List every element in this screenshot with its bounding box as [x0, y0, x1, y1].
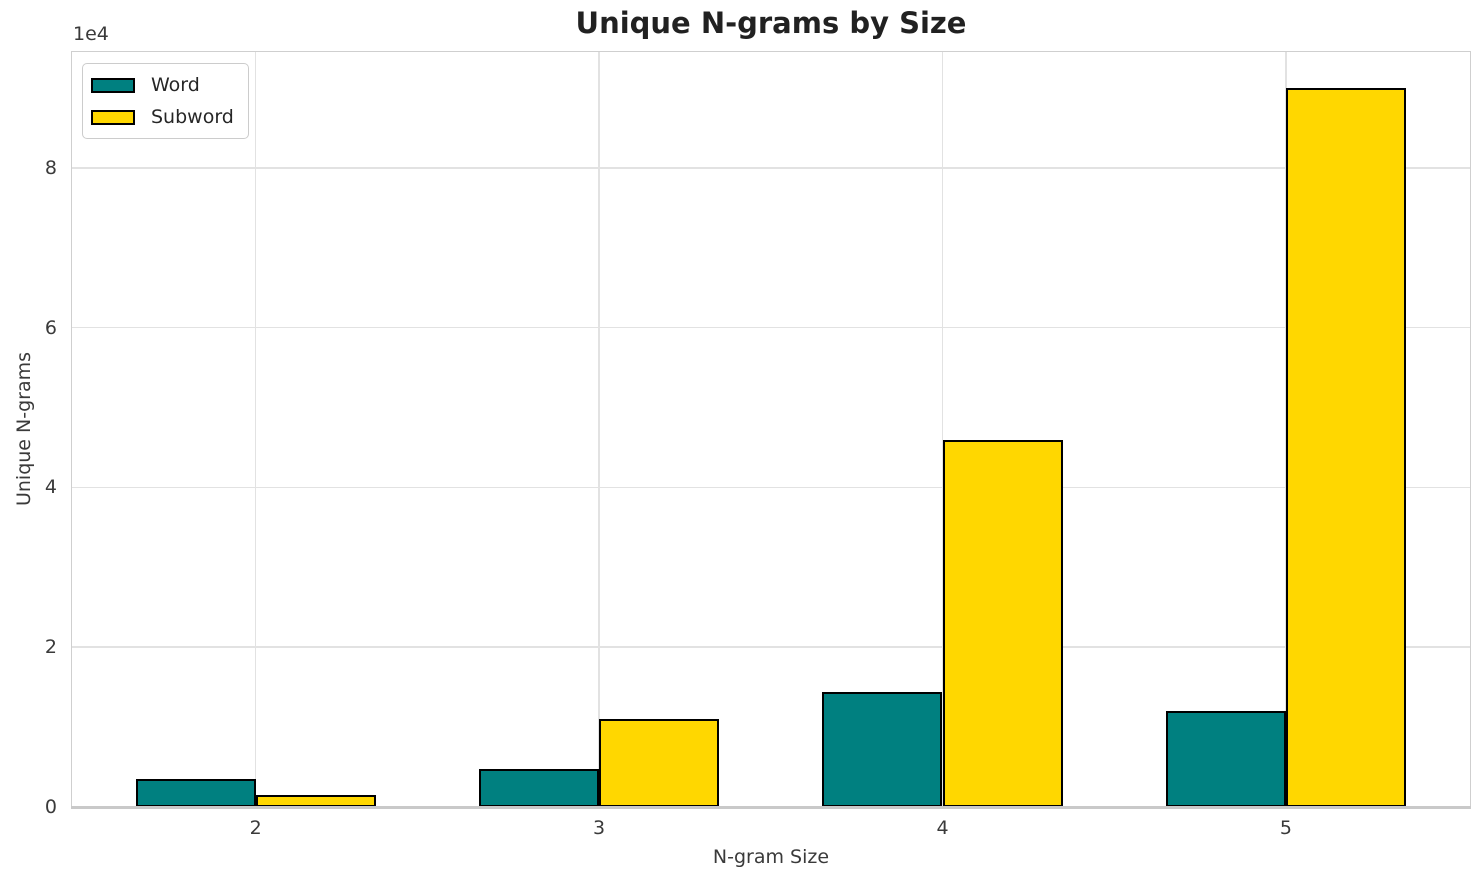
legend-swatch-subword [91, 109, 135, 125]
axis-spine-top [71, 51, 1471, 53]
y-axis-offset-label: 1e4 [73, 23, 109, 45]
bar-word-5 [1165, 711, 1286, 807]
x-tick-label-2: 2 [249, 817, 262, 839]
plot-area [71, 51, 1471, 809]
gridline-y-20000 [72, 646, 1470, 648]
legend-label-subword: Subword [151, 106, 234, 128]
bar-subword-5 [1285, 87, 1407, 807]
gridline-x-4 [941, 52, 944, 807]
legend-swatch-word [91, 77, 135, 93]
x-tick-label-3: 3 [593, 817, 606, 839]
bar-word-2 [135, 779, 256, 807]
bar-word-4 [822, 691, 943, 807]
y-tick-label-4: 4 [44, 476, 57, 499]
axis-spine-right [1469, 52, 1471, 807]
y-tick-label-8: 8 [44, 156, 57, 179]
axis-spine-bottom [71, 806, 1471, 809]
bar-word-3 [478, 768, 600, 807]
y-tick-label-2: 2 [44, 636, 57, 659]
gridline-y-80000 [72, 167, 1470, 169]
legend: Word Subword [82, 63, 249, 139]
y-tick-label-6: 6 [44, 316, 57, 339]
gridline-x-3 [598, 52, 600, 807]
x-tick-label-5: 5 [1279, 817, 1292, 839]
y-axis-label: Unique N-grams [13, 351, 35, 507]
legend-item-subword: Subword [91, 106, 236, 128]
y-tick-label-0: 0 [44, 796, 57, 818]
gridline-y-60000 [72, 326, 1470, 329]
bar-subword-4 [942, 439, 1063, 807]
chart-title: Unique N-grams by Size [575, 6, 967, 40]
bar-subword-3 [599, 719, 720, 807]
gridline-x-2 [254, 52, 257, 807]
axis-spine-left [71, 52, 73, 807]
gridline-y-40000 [72, 486, 1470, 489]
x-tick-label-4: 4 [936, 817, 949, 839]
x-axis-label: N-gram Size [712, 846, 830, 868]
legend-item-word: Word [91, 74, 236, 96]
legend-label-word: Word [151, 74, 200, 96]
